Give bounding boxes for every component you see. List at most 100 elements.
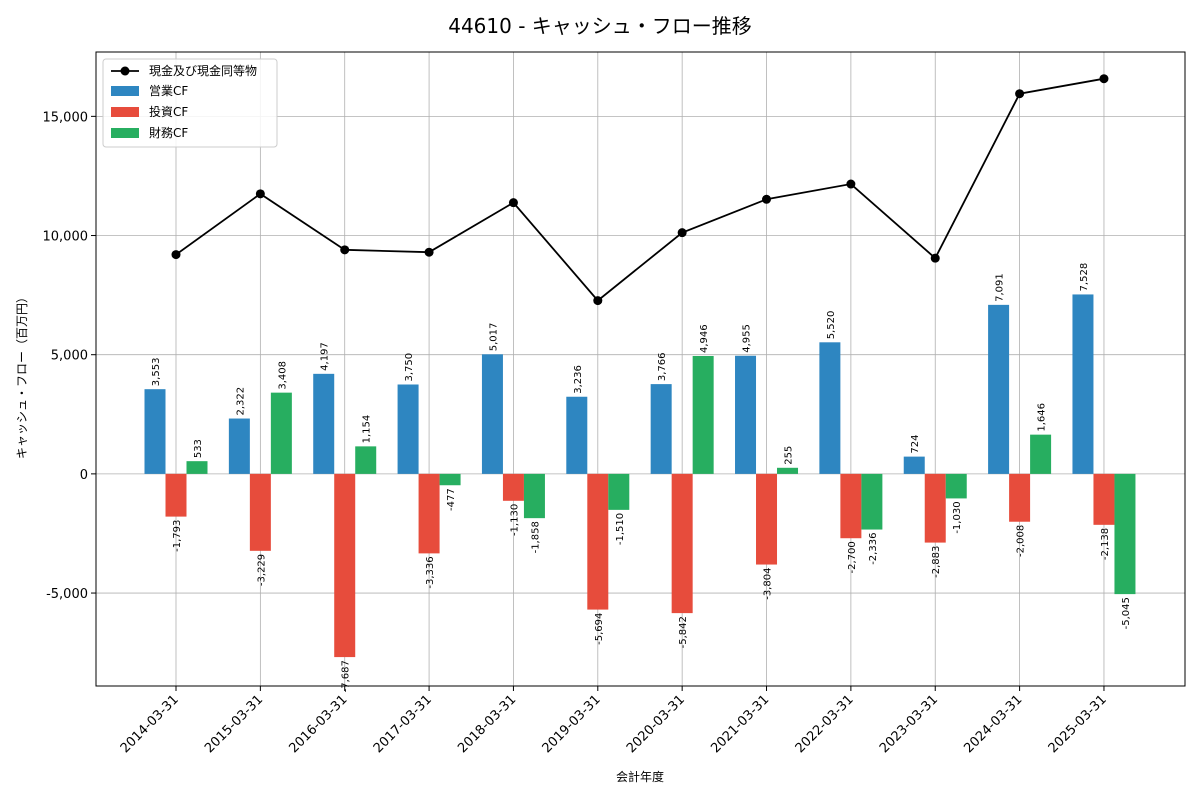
bar-data-label: -1,858	[530, 521, 541, 553]
y-axis-label: キャッシュ・フロー（百万円）	[15, 291, 29, 459]
legend-label: 現金及び現金同等物	[149, 63, 257, 78]
legend-label: 投資CF	[149, 104, 188, 119]
cash-line-point	[593, 296, 603, 306]
x-tick-label: 2023-03-31	[877, 692, 941, 756]
bar-data-label: -1,130	[509, 504, 520, 536]
bar-data-label: -3,336	[425, 556, 436, 588]
cash-line-point	[930, 253, 940, 263]
bar	[819, 342, 841, 474]
x-axis-label: 会計年度	[616, 769, 664, 784]
bar-data-label: -1,793	[172, 520, 183, 552]
bar	[418, 473, 440, 554]
bar-data-label: -7,687	[341, 660, 352, 692]
bar-data-label: 724	[910, 435, 921, 454]
cash-line-path	[175, 77, 1105, 302]
bar-data-label: 1,646	[1037, 403, 1048, 432]
grid	[96, 52, 1185, 686]
bar-data-label: 5,017	[488, 323, 499, 352]
y-tick-label: -5,000	[46, 587, 88, 602]
bar	[397, 384, 419, 474]
bar	[861, 473, 883, 530]
legend-label: 営業CF	[149, 84, 188, 98]
bar-data-label: 2,322	[235, 387, 246, 416]
bar	[650, 384, 672, 474]
bar	[249, 473, 271, 551]
x-tick-label: 2020-03-31	[624, 692, 688, 756]
bar	[756, 473, 778, 565]
bar-data-label: -3,229	[256, 554, 267, 586]
bar-data-label: -5,842	[678, 616, 689, 648]
bar	[334, 473, 356, 658]
legend-label: 財務CF	[149, 125, 188, 140]
bar	[671, 473, 693, 614]
x-tick-label: 2018-03-31	[455, 692, 519, 756]
cash-line-point	[1099, 74, 1109, 84]
x-tick-label: 2025-03-31	[1046, 692, 1110, 756]
bar-data-label: 3,750	[404, 353, 415, 382]
bar	[903, 456, 925, 474]
bar-data-label: -2,883	[931, 546, 942, 578]
bar	[144, 389, 166, 474]
legend-line-marker	[120, 66, 130, 76]
x-tick-label: 2019-03-31	[540, 692, 604, 756]
bar	[945, 473, 967, 499]
bar	[228, 418, 250, 474]
bar-data-label: 3,408	[277, 361, 288, 390]
legend-swatch	[111, 107, 139, 117]
bar-labels: 3,553 2,322 4,197 3,750 5,017 3,236 3,766 4,955…	[151, 263, 1132, 693]
bar-data-label: -5,694	[594, 613, 605, 645]
x-tick-label: 2021-03-31	[708, 692, 772, 756]
bar	[313, 373, 335, 474]
bar	[735, 355, 757, 474]
bar-data-label: -3,804	[763, 568, 774, 600]
x-tick-label: 2014-03-31	[118, 692, 182, 756]
bar-data-label: 3,236	[573, 365, 584, 394]
bar	[924, 473, 946, 543]
bar-data-label: 4,955	[742, 324, 753, 353]
bar	[165, 473, 187, 517]
chart-title: 44610 - キャッシュ・フロー推移	[448, 14, 752, 38]
x-tick-label: 2022-03-31	[793, 692, 857, 756]
cash-line-point	[677, 228, 687, 238]
bar	[186, 461, 208, 474]
bar-data-label: 1,154	[362, 415, 373, 444]
bar	[1030, 434, 1052, 474]
bar-data-label: 3,553	[151, 358, 162, 387]
x-tick-label: 2017-03-31	[371, 692, 435, 756]
cash-line	[171, 74, 1109, 306]
cash-line-point	[762, 194, 772, 204]
cash-line-point	[255, 189, 265, 199]
bars	[144, 294, 1136, 658]
bar	[270, 392, 292, 474]
bar	[481, 354, 503, 474]
bar-data-label: -1,030	[952, 501, 963, 533]
bar	[523, 473, 545, 519]
bar	[988, 304, 1010, 474]
cash-line-point	[1015, 89, 1025, 99]
legend-swatch	[111, 86, 139, 96]
bar-data-label: -2,336	[868, 533, 879, 565]
bar	[566, 396, 588, 474]
x-tick-label: 2015-03-31	[202, 692, 266, 756]
bar	[1072, 294, 1094, 474]
bar	[1009, 473, 1031, 522]
bar-data-label: -1,510	[615, 513, 626, 545]
bar-data-label: 255	[784, 446, 795, 465]
bar	[692, 355, 714, 474]
bar	[608, 473, 630, 510]
bar-data-label: -2,700	[847, 541, 858, 573]
bar	[439, 473, 461, 486]
bar-data-label: 3,766	[657, 352, 668, 381]
bar	[355, 446, 377, 474]
plot-frame	[95, 51, 1186, 687]
bar-data-label: 4,197	[320, 342, 331, 371]
legend-box	[102, 58, 278, 148]
bar-data-label: 7,091	[995, 273, 1006, 302]
bar-data-label: 4,946	[699, 324, 710, 353]
bar	[840, 473, 862, 539]
cash-line-point	[171, 250, 181, 260]
cash-line-point	[340, 245, 350, 255]
bar-data-label: 7,528	[1079, 263, 1090, 292]
